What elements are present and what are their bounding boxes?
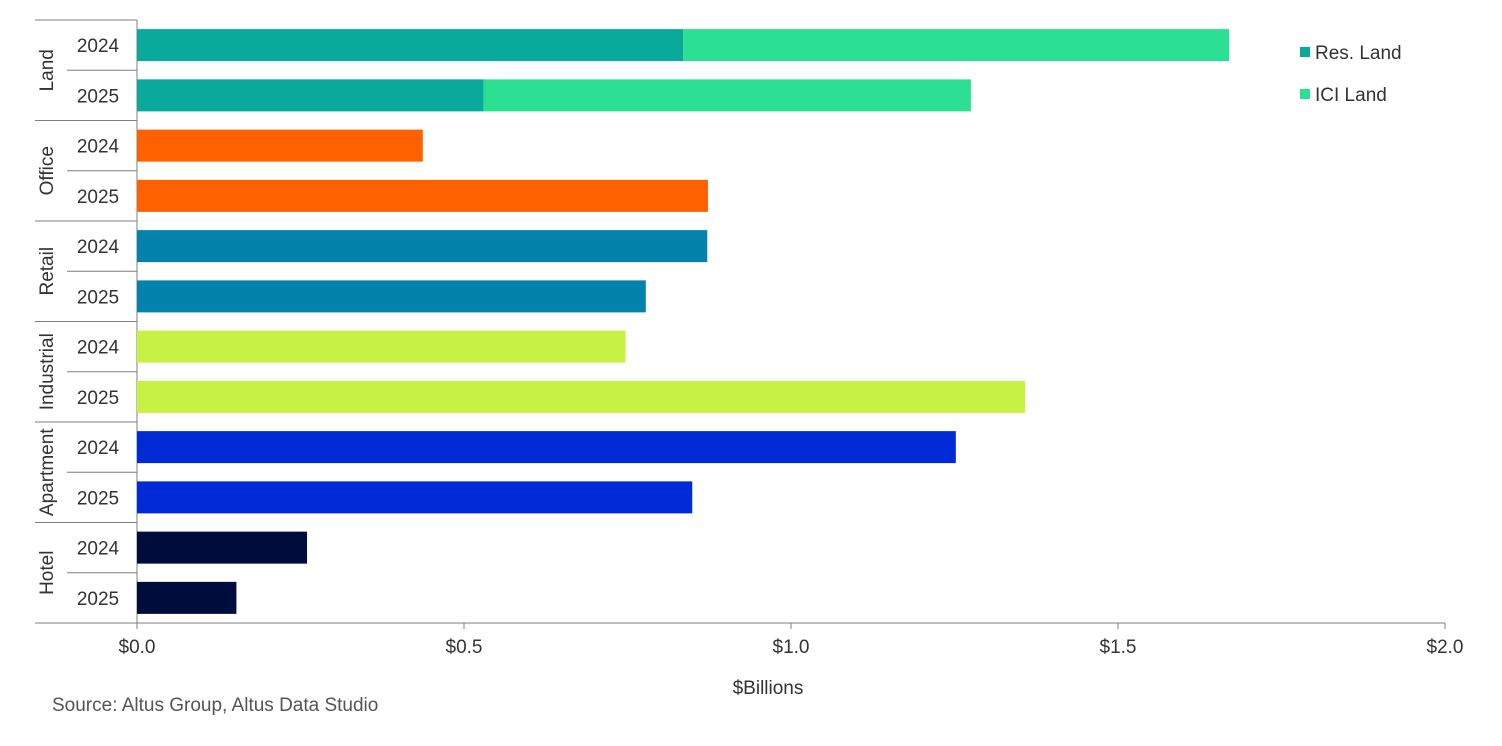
bar-land-2024-res-land [137, 29, 684, 62]
bar-hotel-2025 [137, 581, 237, 614]
bar-land-2024-ici-land [683, 29, 1230, 62]
bar-apartment-2024 [137, 431, 956, 464]
x-axis-title: $Billions [733, 678, 804, 699]
bar-office-2025 [137, 179, 708, 212]
bar-retail-2024 [137, 230, 708, 263]
legend-label: ICI Land [1315, 85, 1387, 106]
row-labels: 2024 2025 Land 2024 2025 Office 2024 2025 Retail… [37, 36, 120, 610]
x-tick-label: $2.0 [1427, 637, 1464, 658]
bar-land-2025-res-land [137, 79, 484, 112]
category-label-apartment: Apartment [37, 428, 58, 516]
year-label: 2025 [77, 388, 119, 409]
axes [35, 19, 1445, 624]
bar-office-2024 [137, 129, 423, 162]
year-label: 2025 [77, 187, 119, 208]
category-label-office: Office [37, 146, 58, 195]
year-label: 2024 [77, 36, 120, 57]
legend-swatch [1300, 47, 1310, 57]
bar-retail-2025 [137, 280, 646, 313]
legend-swatch [1300, 89, 1310, 99]
legend: Res. Land ICI Land [1300, 43, 1402, 106]
category-label-land: Land [37, 49, 58, 91]
x-axis-ticks: $0.0 $0.5 $1.0 $1.5 $2.0 [119, 623, 1464, 658]
year-label: 2025 [77, 287, 119, 308]
source-note: Source: Altus Group, Altus Data Studio [52, 695, 379, 716]
x-tick-label: $0.5 [446, 637, 483, 658]
year-label: 2025 [77, 86, 119, 107]
bar-hotel-2024 [137, 531, 308, 564]
year-label: 2024 [77, 539, 120, 560]
year-label: 2025 [77, 488, 119, 509]
bar-industrial-2024 [137, 330, 626, 363]
year-label: 2024 [77, 338, 120, 359]
year-label: 2025 [77, 589, 119, 610]
year-label: 2024 [77, 237, 120, 258]
year-label: 2024 [77, 438, 120, 459]
year-label: 2024 [77, 137, 120, 158]
bar-industrial-2025 [137, 380, 1026, 413]
category-label-retail: Retail [37, 247, 58, 296]
bars [137, 29, 1230, 614]
x-tick-label: $1.5 [1100, 637, 1137, 658]
legend-label: Res. Land [1315, 43, 1402, 64]
x-tick-label: $0.0 [119, 637, 156, 658]
bar-apartment-2025 [137, 481, 693, 514]
x-tick-label: $1.0 [773, 637, 810, 658]
category-label-hotel: Hotel [37, 551, 58, 595]
bar-land-2025-ici-land [483, 79, 971, 112]
category-label-industrial: Industrial [37, 333, 58, 410]
